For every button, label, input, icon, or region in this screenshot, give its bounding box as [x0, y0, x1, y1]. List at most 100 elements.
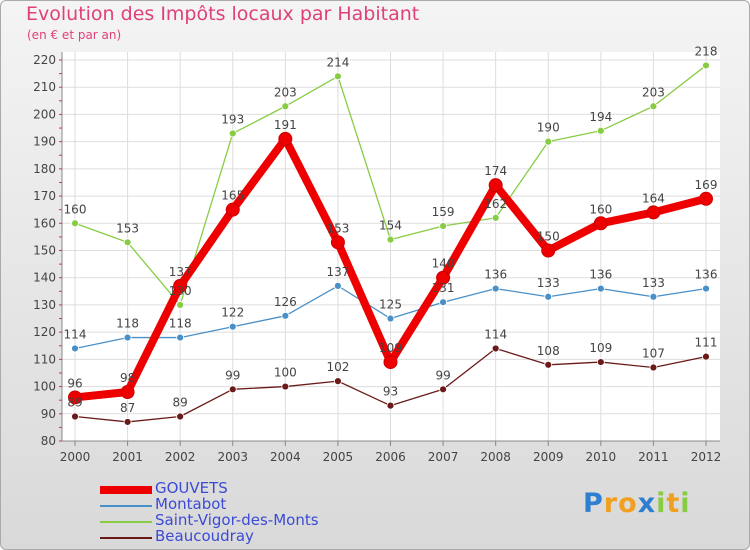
data-point: [278, 131, 293, 146]
data-label: 214: [326, 55, 349, 69]
data-point: [281, 311, 290, 320]
data-point: [702, 352, 710, 361]
data-label: 165: [221, 189, 244, 203]
y-tick-label: 150: [33, 244, 56, 258]
data-label: 136: [589, 268, 612, 282]
data-point: [593, 216, 608, 231]
data-label: 89: [173, 396, 188, 410]
data-point: [176, 333, 185, 342]
x-tick-label: 2012: [691, 450, 722, 464]
logo-letter: t: [666, 488, 681, 519]
data-point: [225, 202, 240, 217]
data-label: 203: [642, 85, 665, 99]
data-label: 107: [642, 347, 665, 361]
data-point: [334, 377, 342, 386]
y-tick-label: 180: [33, 162, 56, 176]
data-point: [541, 243, 556, 258]
logo-letter: r: [603, 488, 619, 519]
data-point: [386, 235, 395, 244]
data-label: 153: [326, 221, 349, 235]
x-tick-label: 2009: [533, 450, 564, 464]
data-point: [176, 301, 185, 309]
data-label: 154: [379, 219, 402, 233]
data-label: 109: [379, 341, 402, 355]
data-label: 99: [225, 368, 240, 382]
logo-letter: o: [618, 488, 638, 519]
data-label: 122: [221, 306, 244, 320]
y-tick-label: 190: [33, 135, 56, 149]
data-point: [281, 382, 290, 391]
data-label: 133: [537, 276, 560, 290]
data-point: [544, 137, 553, 146]
data-label: 169: [695, 178, 718, 192]
data-point: [176, 412, 185, 421]
data-label: 89: [67, 396, 82, 410]
data-label: 137: [169, 265, 192, 279]
data-point: [123, 418, 132, 426]
x-tick-label: 2008: [480, 450, 511, 464]
data-point: [699, 191, 713, 206]
data-label: 164: [642, 191, 665, 205]
data-point: [330, 235, 345, 250]
data-point: [228, 385, 237, 394]
data-label: 118: [116, 317, 139, 331]
data-point: [491, 284, 500, 293]
data-label: 194: [589, 110, 612, 124]
data-label: 136: [695, 268, 718, 282]
data-point: [123, 238, 132, 247]
data-point: [702, 61, 710, 70]
x-tick-label: 2000: [60, 450, 91, 464]
data-point: [596, 284, 605, 293]
data-label: 137: [326, 265, 349, 279]
data-label: 159: [432, 205, 455, 219]
legend-swatch: [100, 486, 152, 494]
data-label: 191: [274, 118, 297, 132]
data-label: 130: [169, 284, 192, 298]
data-label: 131: [432, 281, 455, 295]
data-label: 174: [484, 164, 507, 178]
line-chart: 8090100110120130140150160170180190200210…: [33, 44, 722, 464]
y-tick-label: 140: [33, 271, 56, 285]
data-point: [334, 281, 342, 290]
data-point: [334, 72, 342, 81]
data-point: [386, 401, 395, 410]
data-label: 162: [484, 197, 507, 211]
data-point: [436, 270, 451, 285]
data-point: [649, 102, 658, 111]
data-point: [544, 360, 553, 369]
data-point: [386, 314, 395, 323]
data-label: 99: [435, 368, 450, 382]
y-tick-label: 120: [33, 325, 56, 339]
data-point: [596, 126, 605, 135]
data-label: 136: [484, 268, 507, 282]
data-label: 125: [379, 298, 402, 312]
data-label: 98: [120, 371, 135, 385]
data-point: [281, 102, 290, 111]
data-label: 93: [383, 385, 398, 399]
data-point: [702, 284, 710, 293]
data-point: [544, 292, 553, 301]
logo-letter: x: [637, 488, 657, 519]
x-tick-label: 2011: [638, 450, 669, 464]
x-tick-label: 2003: [217, 450, 248, 464]
y-tick-label: 200: [33, 107, 56, 121]
data-point: [68, 390, 82, 405]
legend-label: Montabot: [155, 495, 227, 513]
data-label: 114: [484, 327, 507, 341]
data-label: 109: [589, 341, 612, 355]
data-label: 133: [642, 276, 665, 290]
x-tick-label: 2002: [165, 450, 196, 464]
data-point: [491, 213, 500, 222]
chart-title: Evolution des Impôts locaux par Habitant: [26, 3, 420, 25]
data-label: 102: [326, 360, 349, 374]
legend-label: Beaucoudray: [155, 527, 254, 545]
data-label: 160: [589, 202, 612, 216]
data-label: 193: [221, 112, 244, 126]
x-tick-label: 2007: [428, 450, 459, 464]
data-label: 203: [274, 85, 297, 99]
data-point: [439, 222, 447, 230]
data-label: 111: [695, 336, 718, 350]
y-tick-label: 160: [33, 216, 56, 230]
data-point: [228, 322, 237, 331]
x-tick-label: 2005: [323, 450, 354, 464]
